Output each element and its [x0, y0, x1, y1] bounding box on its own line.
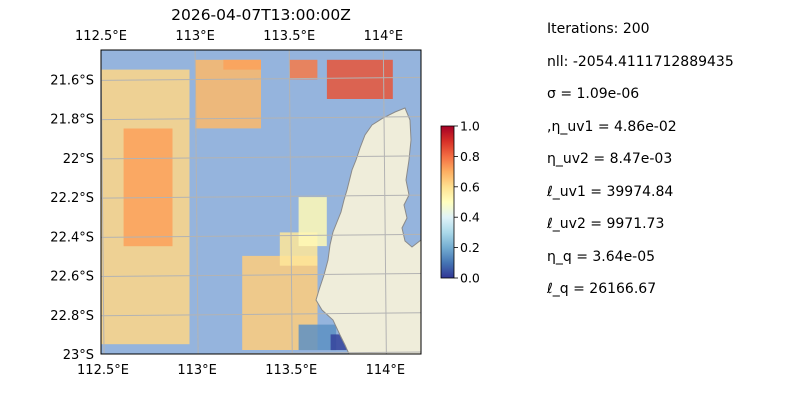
map-frame	[100, 49, 422, 355]
colorbar-ticks: 0.0 0.2 0.4 0.6 0.8 1.0	[454, 119, 480, 286]
parallel-line	[101, 273, 421, 278]
meridian-line	[288, 50, 293, 354]
field-cell	[123, 128, 173, 247]
x-tick-label-bottom: 113°E	[177, 363, 217, 378]
x-tick-labels-bottom: 112.5°E 113°E 113.5°E 114°E	[77, 363, 405, 378]
field-layer	[101, 59, 393, 351]
iterations-text: Iterations: 200	[547, 21, 650, 37]
eta-uv1-text: ,η_uv1 = 4.86e-02	[547, 118, 677, 135]
sigma-text: σ = 1.09e-06	[547, 86, 640, 102]
x-tick-label-top: 112.5°E	[75, 29, 127, 44]
parallel-line	[101, 155, 421, 160]
field-cell	[195, 59, 261, 129]
land-mass	[315, 107, 421, 354]
field-cell	[289, 59, 318, 80]
y-tick-label: 21.8°S	[50, 113, 94, 128]
eta-uv2-text: η_uv2 = 8.47e-03	[547, 151, 673, 167]
y-tick-label: 23°S	[63, 348, 94, 363]
field-cell	[223, 59, 261, 70]
y-tick-label: 22.2°S	[50, 191, 94, 206]
ell-q-text: ℓ_q = 26166.67	[547, 281, 657, 297]
meridian-line	[382, 50, 387, 354]
y-tick-label: 21.6°S	[50, 73, 94, 88]
chart-title: 2026-04-07T13:00:00Z	[171, 6, 351, 24]
parallel-line	[101, 194, 421, 199]
x-tick-label-bottom: 114°E	[366, 363, 406, 378]
x-tick-label-top: 113.5°E	[263, 29, 315, 44]
y-tick-label: 22.8°S	[50, 309, 94, 324]
parallel-line	[101, 76, 421, 81]
map-area	[101, 50, 421, 354]
x-tick-label-bottom: 112.5°E	[77, 363, 129, 378]
ell-uv2-text: ℓ_uv2 = 9971.73	[547, 216, 665, 232]
ell-uv1-text: ℓ_uv1 = 39974.84	[547, 183, 674, 200]
colorbar-tick-label: 0.4	[460, 210, 480, 225]
meridian-line	[194, 50, 199, 354]
colorbar-tick-label: 0.0	[460, 271, 480, 286]
y-tick-labels: 21.6°S 21.8°S 22°S 22.2°S 22.4°S 22.6°S 22.8°S…	[50, 73, 94, 363]
parameter-panel: Iterations: 200 nll: -2054.4111712889435…	[547, 20, 797, 313]
parallel-line	[101, 233, 421, 238]
colorbar-tick-label: 0.6	[460, 179, 480, 194]
colorbar-tick-label: 0.8	[460, 149, 480, 164]
colorbar-gradient	[440, 125, 455, 279]
field-cell	[298, 197, 327, 247]
parallel-line	[101, 116, 421, 121]
colorbar: 0.0 0.2 0.4 0.6 0.8 1.0	[440, 119, 480, 286]
eta-q-text: η_q = 3.64e-05	[547, 248, 656, 265]
x-tick-labels-top: 112.5°E 113°E 113.5°E 114°E	[75, 29, 403, 44]
y-tick-label: 22.6°S	[50, 270, 94, 285]
y-tick-label: 22.4°S	[50, 230, 94, 245]
y-tick-label: 22°S	[63, 152, 94, 167]
x-tick-label-top: 113°E	[175, 29, 215, 44]
parallel-line	[101, 312, 421, 317]
colorbar-tick-label: 1.0	[460, 119, 480, 134]
field-cell	[298, 324, 337, 351]
nll-text: nll: -2054.4111712889435	[547, 53, 734, 70]
field-cell	[326, 59, 393, 99]
colorbar-tick-label: 0.2	[460, 240, 480, 255]
x-tick-label-top: 114°E	[364, 29, 404, 44]
x-tick-label-bottom: 113.5°E	[265, 363, 317, 378]
